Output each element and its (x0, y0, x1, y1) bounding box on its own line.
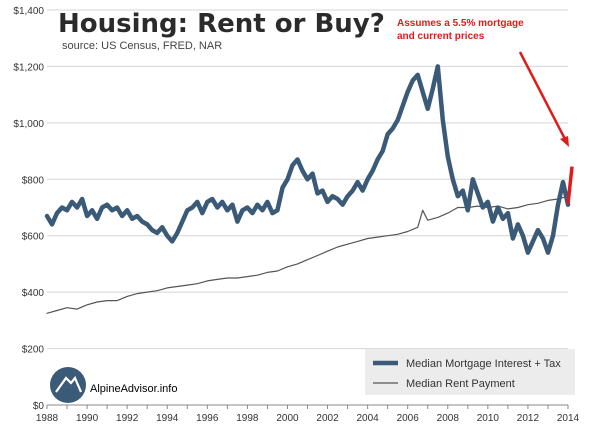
y-tick-label: $600 (22, 232, 45, 243)
x-tick-label: 1992 (116, 413, 139, 424)
x-tick-label: 1998 (236, 413, 259, 424)
legend: Median Mortgage Interest + Tax Median Re… (365, 349, 575, 395)
y-tick-label: $0 (33, 401, 45, 412)
x-tick-label: 2014 (557, 413, 580, 424)
series-line-mortgage (44, 64, 571, 255)
series-layer (44, 64, 571, 314)
annotation-arrowhead (560, 136, 569, 147)
x-tick-label: 1996 (196, 413, 219, 424)
x-tick-label: 2004 (356, 413, 379, 424)
y-tick-label: $800 (22, 175, 45, 186)
y-tick-label: $200 (22, 345, 45, 356)
x-tick-label: 2006 (397, 413, 420, 424)
brand-logo: AlpineAdvisor.info (50, 367, 177, 403)
y-tick-label: $400 (22, 288, 45, 299)
x-tick-label: 2012 (517, 413, 540, 424)
legend-label-rent: Median Rent Payment (406, 378, 515, 390)
mountain-logo-icon (50, 367, 86, 403)
series-line-rent (46, 195, 569, 314)
x-tick-label: 2010 (477, 413, 500, 424)
legend-label-mortgage: Median Mortgage Interest + Tax (406, 358, 561, 370)
annotation-arrow-line (518, 51, 568, 142)
chart-title: Housing: Rent or Buy? (58, 9, 385, 39)
y-tick-label: $1,200 (13, 62, 44, 73)
annotation: Assumes a 5.5% mortgage and current price… (397, 18, 574, 205)
x-tick-label: 1994 (156, 413, 179, 424)
brand-text: AlpineAdvisor.info (90, 383, 177, 395)
x-tick-label: 1988 (36, 413, 59, 424)
x-tick-label: 2008 (437, 413, 460, 424)
annotation-text: and current prices (397, 31, 485, 42)
x-tick-label: 2000 (276, 413, 299, 424)
x-tick-label: 1990 (76, 413, 99, 424)
y-tick-label: $1,000 (13, 119, 44, 130)
x-tick-label: 2002 (316, 413, 339, 424)
annotation-text: Assumes a 5.5% mortgage (397, 18, 524, 29)
legend-box (365, 349, 575, 395)
y-axis: $0 $200 $400 $600 $800 $1,000 $1,200 $1,400 (13, 6, 44, 412)
x-axis: 1988 1990 1992 1994 1996 1998 2000 2002 2004 2006… (36, 404, 580, 424)
y-tick-label: $1,400 (13, 6, 44, 17)
chart-subtitle: source: US Census, FRED, NAR (62, 40, 222, 52)
annotation-spike (566, 166, 574, 205)
mountain-icon (55, 375, 83, 393)
